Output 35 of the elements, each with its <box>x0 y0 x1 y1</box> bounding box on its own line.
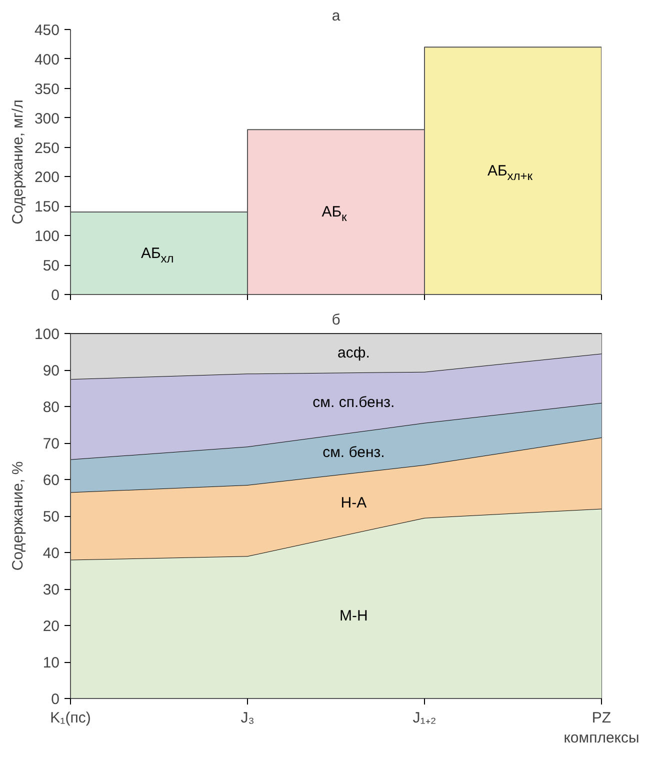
y-tick-label: 250 <box>34 140 60 157</box>
x-axis-title: комплексы <box>564 730 640 746</box>
y-axis-title: Содержание, мг/л <box>9 100 26 224</box>
y-tick-label: 20 <box>42 618 60 635</box>
series-label: М-Н <box>340 607 368 624</box>
y-tick-label: 50 <box>42 258 60 275</box>
y-tick-label: 350 <box>34 80 60 98</box>
x-tick-label: PZ <box>592 710 612 726</box>
x-tick-label: J₁₊₂ <box>412 710 436 726</box>
y-tick-label: 400 <box>34 51 60 68</box>
y-tick-label: 100 <box>34 326 60 343</box>
y-tick-label: 50 <box>42 508 60 526</box>
chart-title: б <box>332 312 340 328</box>
y-tick-label: 300 <box>34 110 60 128</box>
x-tick-label: K₁(пс) <box>50 710 91 726</box>
series-label: см. сп.бенз. <box>312 394 395 411</box>
y-tick-label: 200 <box>34 169 60 186</box>
y-tick-label: 60 <box>42 472 60 489</box>
y-tick-label: 80 <box>42 399 60 416</box>
series-label: Н-А <box>340 494 367 512</box>
series-label: асф. <box>338 344 370 362</box>
y-axis-title: Содержание, % <box>9 461 26 571</box>
y-tick-label: 10 <box>42 654 60 672</box>
y-tick-label: 0 <box>51 287 60 304</box>
chart-title: а <box>332 8 341 24</box>
y-tick-label: 0 <box>51 691 60 708</box>
y-tick-label: 150 <box>34 198 60 216</box>
y-tick-label: 450 <box>34 22 60 39</box>
y-tick-label: 100 <box>34 228 60 246</box>
x-tick-label: J₃ <box>240 710 254 726</box>
series-label: см. бенз. <box>322 444 385 462</box>
y-tick-label: 30 <box>42 582 60 598</box>
y-tick-label: 70 <box>42 436 60 452</box>
y-tick-label: 90 <box>42 362 60 380</box>
y-tick-label: 40 <box>42 545 60 562</box>
